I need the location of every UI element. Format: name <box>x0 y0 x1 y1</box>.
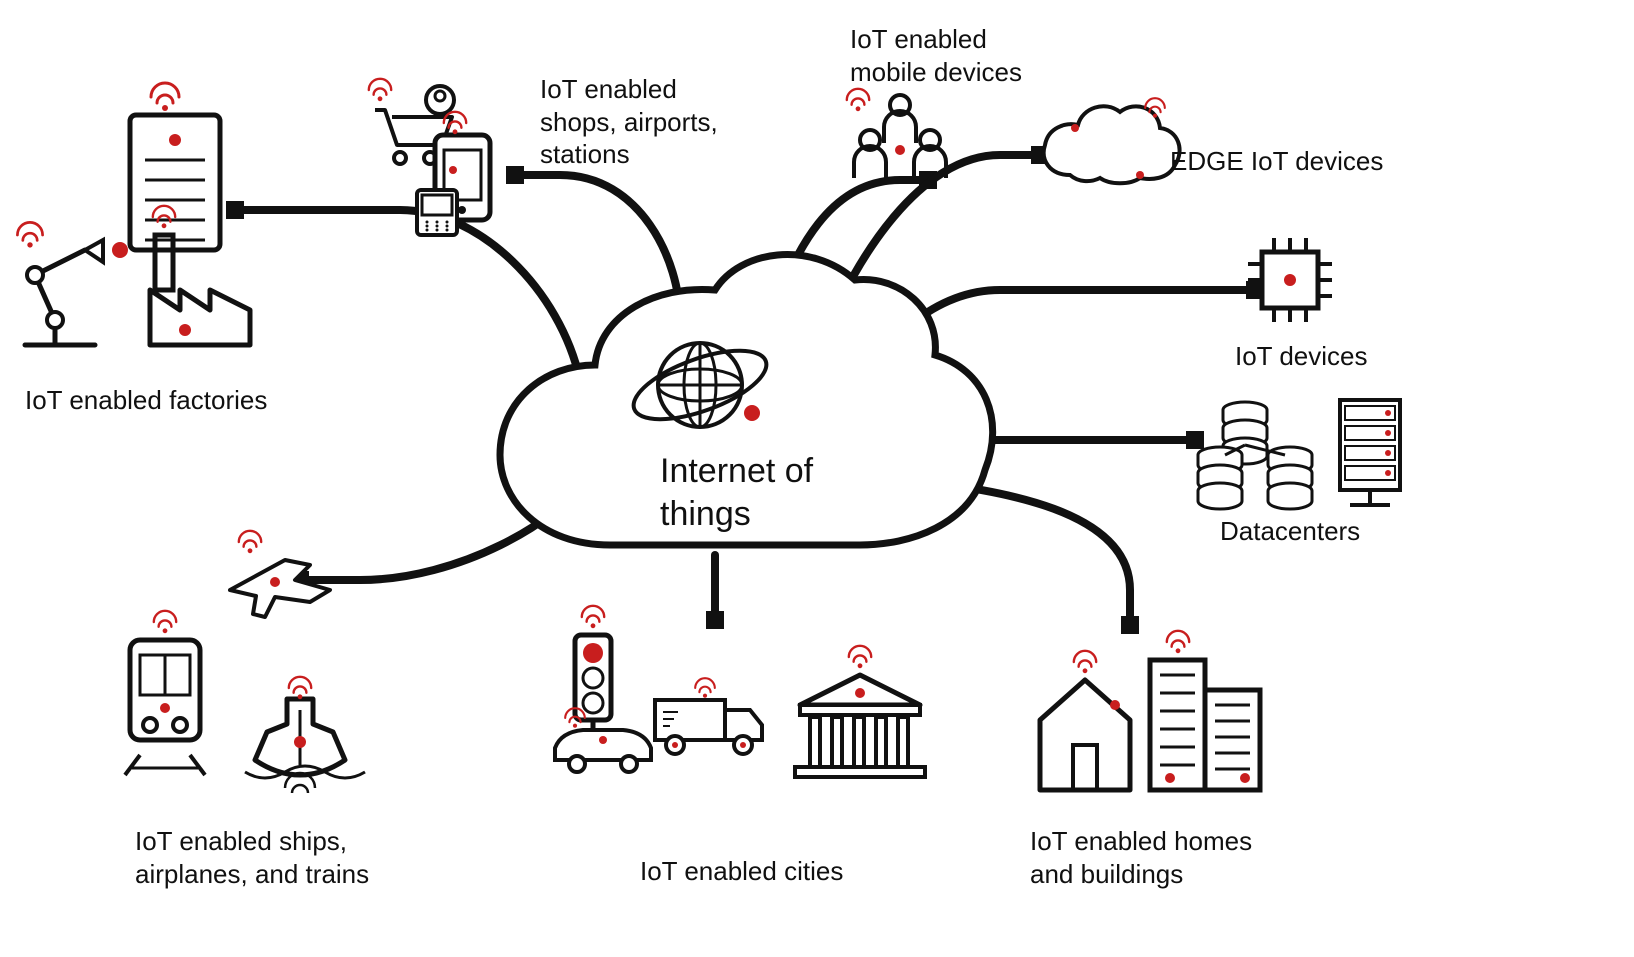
icon-edge <box>1044 98 1180 183</box>
label-mobile: IoT enabledmobile devices <box>850 23 1170 88</box>
label-cities: IoT enabled cities <box>640 855 960 888</box>
wifi-icon <box>849 646 871 668</box>
label-datacenters: Datacenters <box>1220 515 1540 548</box>
icon-transport <box>125 531 365 793</box>
icon-homes <box>1040 631 1260 790</box>
wifi-icon <box>239 531 261 553</box>
wifi-icon <box>289 677 311 699</box>
icon-datacenters <box>1198 400 1400 509</box>
wifi-icon <box>695 678 715 698</box>
wifi-icon <box>369 79 391 101</box>
connector-factories <box>235 210 580 380</box>
wifi-icon <box>1074 651 1096 673</box>
wifi-icon <box>17 222 42 247</box>
label-shops: IoT enabledshops, airports,stations <box>540 73 860 171</box>
wifi-icon <box>154 611 176 633</box>
label-iotdev: IoT devices <box>1235 340 1555 373</box>
label-factories: IoT enabled factories <box>25 384 345 417</box>
label-homes: IoT enabled homesand buildings <box>1030 825 1350 890</box>
wifi-icon <box>1167 631 1189 653</box>
label-edge: EDGE IoT devices <box>1170 145 1490 178</box>
wifi-icon <box>151 83 179 111</box>
label-transport: IoT enabled ships,airplanes, and trains <box>135 825 455 890</box>
wifi-icon <box>582 606 604 628</box>
icon-factories <box>17 83 250 345</box>
icon-cities <box>555 606 925 777</box>
center-label: Internet ofthings <box>660 450 860 535</box>
icon-mobile <box>847 89 946 178</box>
icon-chip <box>1248 238 1332 322</box>
